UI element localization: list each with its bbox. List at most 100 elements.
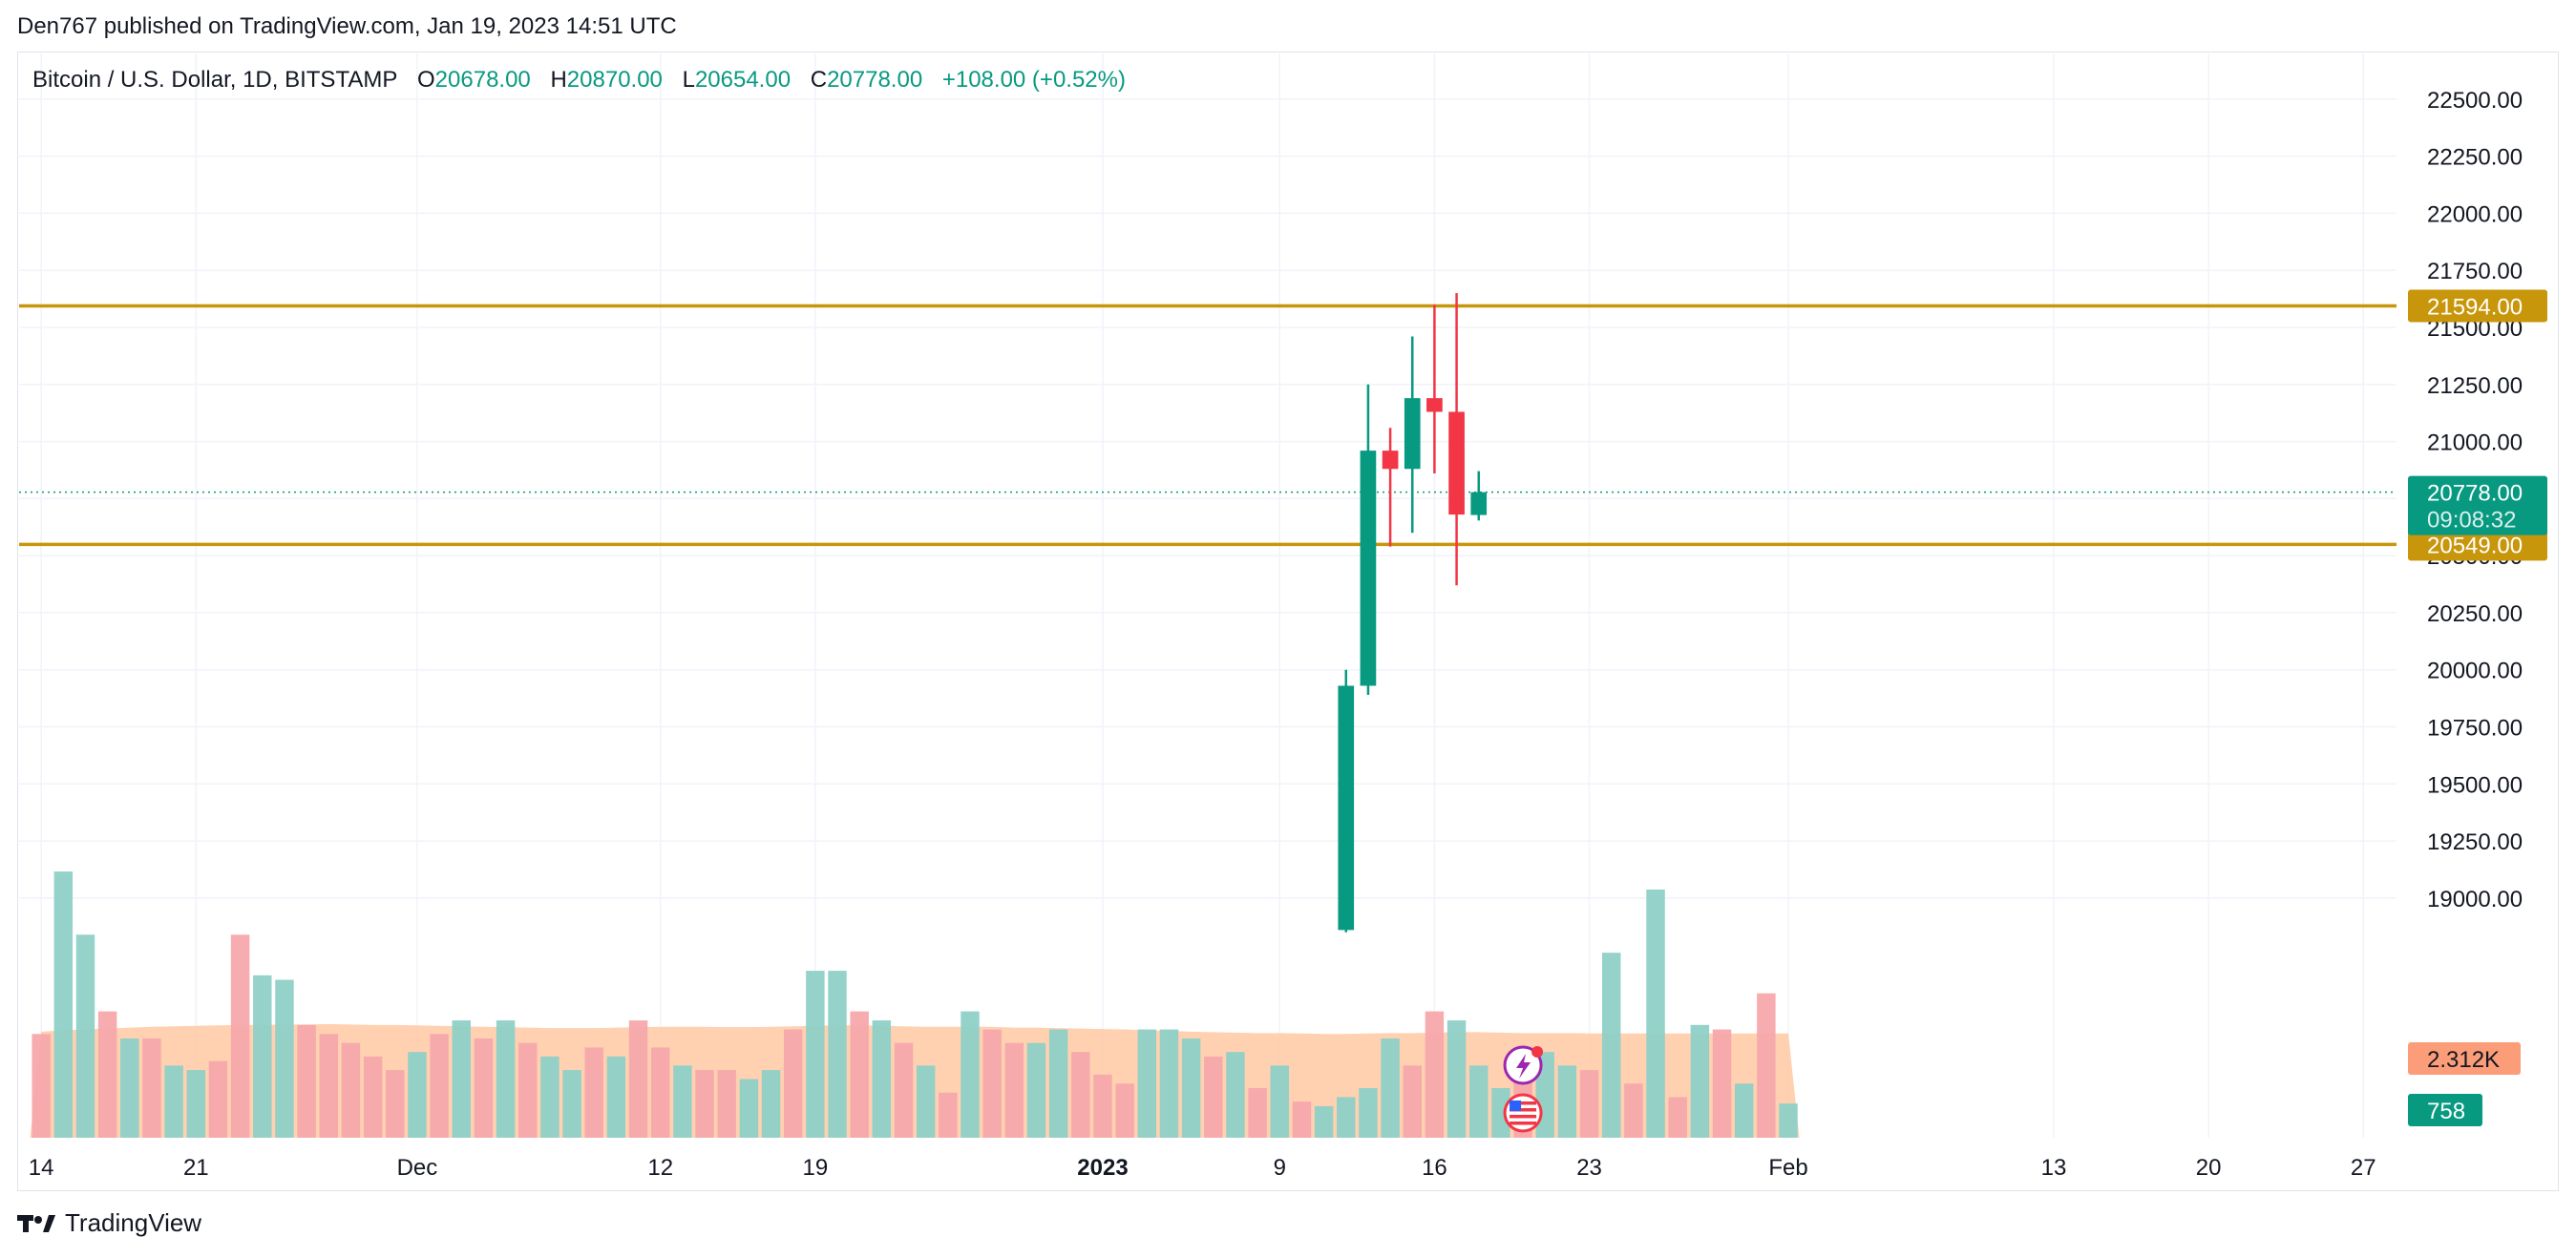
volume-bar	[1115, 1083, 1134, 1138]
time-axis-label: 19	[803, 1155, 829, 1181]
volume-bar	[562, 1070, 581, 1138]
candle-body	[1404, 398, 1421, 470]
volume-bar	[1071, 1052, 1090, 1138]
volume-bar	[208, 1060, 228, 1138]
volume-bar	[275, 979, 294, 1138]
volume-bar	[1446, 1020, 1467, 1138]
time-axis-label: 23	[1576, 1155, 1602, 1181]
level-label-bg	[2408, 289, 2547, 323]
volume-bar	[1712, 1029, 1732, 1138]
high-label: H	[550, 67, 567, 93]
candle-body	[1360, 451, 1377, 686]
volume-bar	[1734, 1083, 1754, 1138]
volume-bar	[1779, 1103, 1798, 1138]
event-flag-stripe	[1510, 1108, 1537, 1112]
volume-bar	[939, 1092, 958, 1138]
volume-bar	[1646, 890, 1665, 1138]
volume-bar	[1270, 1065, 1290, 1138]
volume-bar	[982, 1029, 1002, 1138]
price-axis-label: 19000.00	[2427, 887, 2523, 912]
event-bolt-dot	[1531, 1046, 1544, 1058]
event-flag-stripe	[1510, 1122, 1537, 1125]
volume-bar	[1181, 1038, 1201, 1138]
price-axis-label: 20000.00	[2427, 659, 2523, 684]
event-flag-stripe	[1510, 1115, 1537, 1119]
volume-bar	[53, 871, 74, 1138]
volume-last-label: 758	[2427, 1099, 2465, 1124]
volume-bar	[32, 1034, 51, 1138]
volume-bar	[142, 1038, 161, 1138]
volume-bar	[584, 1047, 603, 1138]
volume-bar	[496, 1020, 516, 1138]
volume-bar	[1403, 1065, 1422, 1138]
volume-bar	[1292, 1101, 1312, 1138]
open-label: O	[417, 67, 435, 93]
candle-body	[1338, 685, 1355, 931]
volume-bar	[186, 1070, 206, 1138]
volume-bar	[872, 1020, 892, 1138]
volume-ma-label: 2.312K	[2427, 1047, 2500, 1073]
low-value: 20654.00	[694, 67, 792, 93]
volume-bar	[628, 1020, 648, 1138]
price-axis-label: 21000.00	[2427, 430, 2523, 456]
symbol-title: Bitcoin / U.S. Dollar, 1D, BITSTAMP	[32, 67, 398, 93]
volume-bar	[1337, 1097, 1356, 1138]
price-axis-label: 22500.00	[2427, 88, 2523, 114]
volume-bar	[363, 1056, 383, 1138]
volume-bar	[540, 1056, 560, 1138]
symbol-legend: Bitcoin / U.S. Dollar, 1D, BITSTAMP O 206…	[32, 67, 1139, 94]
time-axis-label: 9	[1274, 1155, 1286, 1181]
event-flag-stripe	[1510, 1101, 1537, 1105]
event-bolt-glyph	[1516, 1054, 1531, 1079]
volume-bar	[1624, 1083, 1643, 1138]
volume-bar	[253, 975, 272, 1138]
time-axis-label: 12	[647, 1155, 673, 1181]
candle-body	[1470, 492, 1488, 515]
volume-bar	[1004, 1042, 1024, 1138]
volume-bar	[1469, 1065, 1489, 1138]
volume-bar	[1579, 1070, 1599, 1138]
published-line: Den767 published on TradingView.com, Jan…	[17, 13, 677, 39]
event-flag-canton	[1510, 1101, 1522, 1111]
volume-bar	[828, 971, 847, 1138]
time-axis-label: 16	[1422, 1155, 1447, 1181]
volume-bar	[164, 1065, 183, 1138]
volume-bar	[1093, 1074, 1112, 1138]
price-axis-label: 19500.00	[2427, 772, 2523, 798]
tradingview-brand[interactable]: TradingView	[17, 1208, 201, 1238]
brand-name: TradingView	[65, 1208, 202, 1237]
bar-countdown: 09:08:32	[2427, 508, 2516, 534]
price-axis-label: 19250.00	[2427, 829, 2523, 855]
volume-bar	[518, 1042, 538, 1138]
volume-bar	[695, 1070, 714, 1138]
volume-bar	[474, 1038, 494, 1138]
volume-ma-area	[30, 1023, 1800, 1138]
volume-bar	[1757, 993, 1776, 1138]
volume-bar	[739, 1079, 759, 1138]
volume-bar	[1248, 1088, 1267, 1138]
low-label: L	[682, 67, 695, 93]
volume-bar	[230, 934, 250, 1138]
volume-bar	[97, 1011, 117, 1138]
tradingview-logo-icon	[17, 1214, 55, 1232]
volume-bar	[386, 1070, 405, 1138]
volume-bar	[1381, 1038, 1400, 1138]
volume-bar	[430, 1034, 449, 1138]
time-axis-label: 14	[29, 1155, 54, 1181]
event-flag-circle	[1503, 1093, 1543, 1133]
price-axis-label: 21750.00	[2427, 259, 2523, 284]
time-axis-label: 20	[2196, 1155, 2222, 1181]
close-value: 20778.00	[827, 67, 923, 93]
price-axis-label: 22250.00	[2427, 145, 2523, 171]
last-price-label: 20778.00	[2427, 481, 2523, 507]
volume-bar	[673, 1065, 692, 1138]
volume-bar	[1491, 1088, 1510, 1138]
candle-body	[1426, 398, 1443, 412]
volume-bar	[120, 1038, 139, 1138]
last-price-label-bg	[2408, 475, 2547, 535]
close-label: C	[810, 67, 828, 93]
volume-bar	[1690, 1024, 1710, 1138]
volume-bar	[650, 1047, 670, 1138]
time-axis-label: 2023	[1077, 1155, 1128, 1181]
